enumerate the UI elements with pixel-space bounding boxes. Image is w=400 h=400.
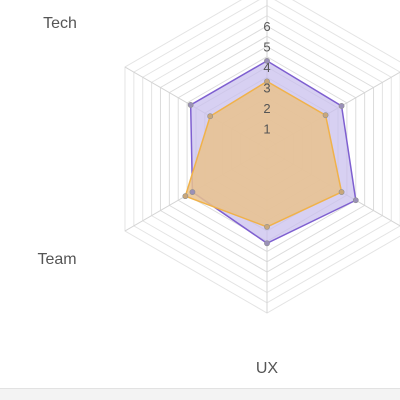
bottom-scroll-bar	[0, 388, 400, 400]
tick-label: 6	[263, 19, 270, 34]
series-2-point	[322, 112, 329, 119]
series-2-point	[338, 189, 345, 195]
radar-axis-labels: Tech Team UX	[37, 15, 278, 377]
series-2-point	[182, 193, 189, 200]
series-1-point	[264, 57, 270, 64]
tick-label: 2	[263, 101, 270, 116]
tick-label: 1	[263, 122, 270, 137]
axis-label-team: Team	[37, 251, 76, 268]
radar-series-layer	[182, 57, 359, 247]
series-2-point	[264, 78, 270, 85]
tick-label: 5	[263, 40, 270, 55]
series-1-point	[189, 189, 196, 195]
series-1-point	[187, 102, 194, 108]
radar-tick-labels: 1 2 3 4 5 6	[263, 19, 270, 137]
tick-label: 3	[263, 81, 270, 96]
axis-label-ux: UX	[256, 360, 279, 377]
series-1-point	[352, 197, 359, 204]
tick-label: 4	[263, 60, 270, 75]
series-1-point	[264, 240, 270, 247]
axis-label-tech: Tech	[43, 15, 77, 32]
series-2-point	[207, 113, 214, 120]
series-2-point	[264, 223, 270, 230]
series-1-point	[338, 103, 345, 109]
